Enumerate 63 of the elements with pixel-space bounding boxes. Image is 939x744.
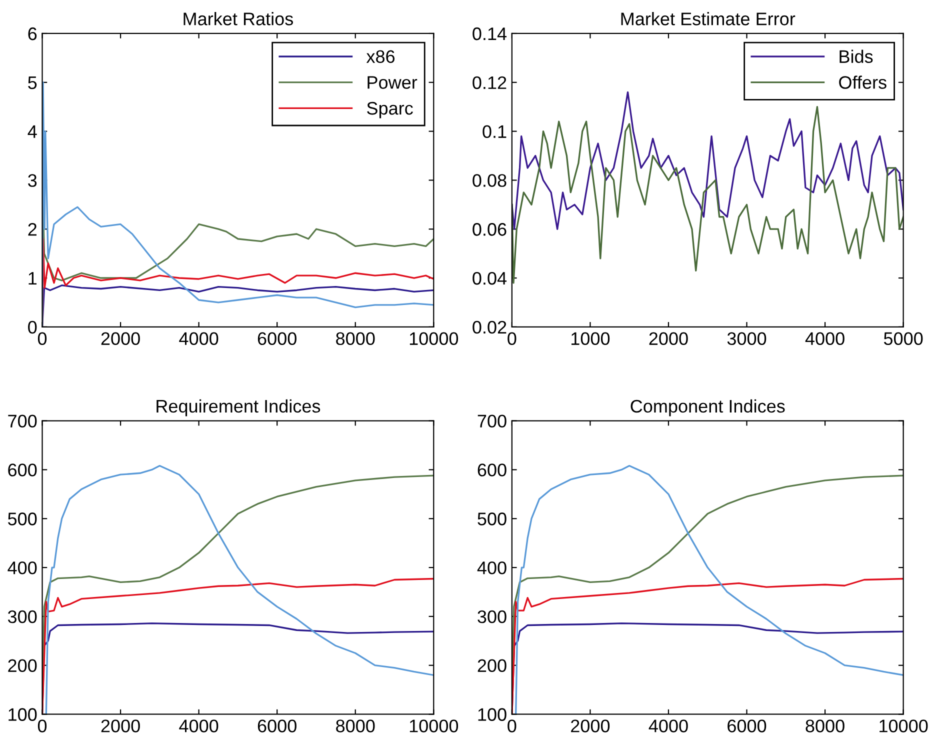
x-tick-label: 10000 (410, 332, 458, 346)
y-tick-label: 500 (8, 512, 37, 526)
x-tick-label: 2000 (649, 332, 688, 346)
legend-label: Sparc (367, 102, 413, 118)
y-tick-label: 500 (478, 512, 506, 526)
x-tick-label: 4000 (179, 720, 218, 732)
x-tick-label: 0 (38, 720, 47, 732)
x-tick-label: 0 (38, 332, 47, 346)
y-tick-label: 2 (28, 223, 36, 236)
x-tick-label: 10000 (880, 720, 928, 732)
y-tick-label: 0.12 (472, 76, 506, 90)
x-tick-label: 4000 (648, 720, 688, 732)
y-tick-label: 600 (478, 464, 506, 476)
x-tick-label: 8000 (336, 720, 375, 732)
chart-title: Requirement Indices (156, 399, 320, 416)
y-tick-label: 6 (28, 27, 37, 40)
y-tick-label: 3 (28, 174, 37, 187)
y-tick-label: 700 (478, 414, 506, 428)
y-tick-label: 300 (8, 610, 37, 624)
y-tick-label: 0.02 (472, 320, 506, 334)
y-tick-label: 0.06 (472, 223, 506, 236)
legend-label: x86 (366, 50, 395, 63)
x-tick-label: 8000 (336, 332, 375, 346)
x-tick-label: 2000 (571, 720, 610, 732)
x-tick-label: 8000 (806, 720, 844, 732)
y-tick-label: 0.14 (472, 27, 507, 40)
y-tick-label: 300 (478, 610, 506, 624)
chart-title: Component Indices (630, 399, 785, 416)
x-tick-label: 6000 (728, 720, 766, 732)
y-tick-label: 100 (478, 708, 506, 721)
chart-title: Market Ratios (184, 12, 293, 26)
chart-title: Market Estimate Error (621, 12, 796, 26)
y-tick-label: 200 (8, 659, 37, 672)
y-tick-label: 5 (28, 76, 37, 90)
y-tick-label: 0.08 (472, 174, 506, 187)
x-tick-label: 0 (508, 720, 516, 732)
x-tick-label: 5000 (884, 332, 923, 346)
y-tick-label: 0 (28, 320, 37, 334)
y-tick-label: 0.04 (472, 272, 507, 285)
x-tick-label: 10000 (410, 720, 458, 732)
x-tick-label: 0 (508, 332, 516, 346)
legend-label: Offers (839, 76, 886, 89)
y-tick-label: 400 (477, 561, 506, 574)
x-tick-label: 4000 (805, 332, 844, 346)
x-tick-label: 3000 (727, 332, 766, 346)
y-tick-label: 600 (8, 464, 37, 476)
y-tick-label: 400 (8, 561, 37, 574)
x-tick-label: 6000 (258, 332, 296, 346)
x-tick-label: 4000 (179, 332, 218, 346)
legend-label: Power (368, 76, 418, 89)
y-tick-label: 4 (28, 125, 37, 138)
x-tick-label: 6000 (258, 720, 296, 732)
y-tick-label: 100 (8, 708, 37, 721)
y-tick-label: 700 (8, 414, 37, 428)
x-tick-label: 1000 (572, 332, 610, 346)
y-tick-label: 0.1 (482, 125, 506, 138)
y-tick-label: 1 (28, 272, 37, 285)
x-tick-label: 2000 (101, 332, 140, 346)
legend-label: Bids (840, 50, 873, 63)
line-series (512, 91, 904, 230)
x-tick-label: 2000 (101, 720, 140, 732)
line-series (512, 106, 904, 284)
y-tick-label: 200 (478, 659, 506, 672)
